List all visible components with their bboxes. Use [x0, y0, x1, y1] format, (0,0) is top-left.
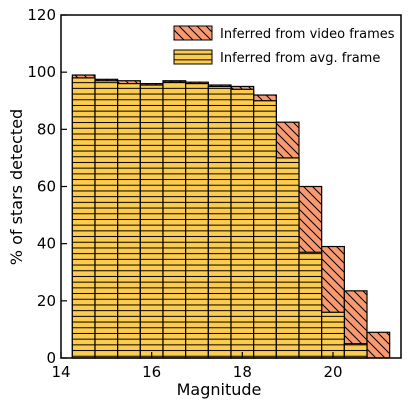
bar-avg-frame-hatch: [162, 81, 187, 359]
legend: Inferred from video frames Inferred from…: [173, 25, 395, 66]
y-tick-label: 20: [37, 292, 56, 310]
legend-label-video-frames: Inferred from video frames: [220, 27, 395, 42]
x-tick-label: 18: [233, 363, 252, 381]
y-tick-label: 120: [27, 6, 56, 24]
y-tick-label: 0: [46, 349, 56, 367]
bar-avg-frame-hatch: [343, 343, 368, 359]
bar-avg-frame-hatch: [275, 157, 300, 359]
avg-frame-bars: [71, 77, 368, 359]
bar-avg-frame-hatch: [207, 85, 232, 359]
y-axis-label: % of stars detected: [7, 109, 26, 265]
plot-area: [71, 74, 391, 359]
y-tick-label: 40: [37, 235, 56, 253]
bar-avg-frame-hatch: [253, 100, 277, 359]
x-tick-label: 16: [142, 363, 161, 381]
x-ticks: 14 16 18 20: [51, 352, 343, 381]
bar-avg-frame-hatch: [94, 80, 119, 359]
legend-label-avg-frame: Inferred from avg. frame: [220, 51, 380, 66]
bar-video-frames-hatch: [366, 331, 391, 359]
bar-avg-frame-hatch: [321, 311, 345, 359]
x-tick-label: 20: [323, 363, 342, 381]
y-tick-label: 60: [37, 178, 56, 196]
legend-swatch-video-frames-hatch: [173, 25, 213, 41]
x-axis-label: Magnitude: [177, 380, 262, 399]
bar-avg-frame-hatch: [139, 84, 164, 359]
bar-avg-frame-hatch: [117, 82, 141, 359]
x-tick-label: 14: [51, 363, 70, 381]
y-tick-label: 80: [37, 120, 56, 138]
bar-avg-frame-hatch: [230, 88, 255, 359]
legend-swatch-avg-frame-hatch: [173, 49, 213, 65]
y-tick-label: 100: [27, 63, 56, 81]
bar-avg-frame-hatch: [185, 82, 209, 359]
y-ticks: 0 20 40 60 80 100 120: [27, 6, 67, 367]
bar-avg-frame-hatch: [298, 251, 323, 359]
bar-avg-frame-hatch: [71, 77, 96, 359]
